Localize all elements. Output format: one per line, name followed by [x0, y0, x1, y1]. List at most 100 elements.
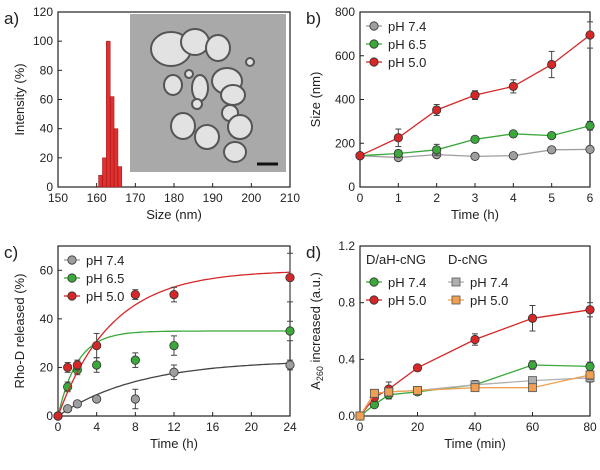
nanoparticle [227, 114, 253, 140]
x-tick-label: 2 [433, 191, 440, 205]
data-point [369, 295, 379, 305]
data-point [527, 313, 538, 323]
data-point [72, 399, 82, 409]
x-tick-label: 170 [125, 191, 145, 205]
data-point [547, 145, 557, 155]
legend-label: pH 7.4 [86, 253, 124, 268]
legend-label: pH 5.0 [388, 55, 426, 70]
nanoparticle [191, 74, 209, 102]
data-point [355, 411, 365, 421]
data-point [413, 386, 422, 395]
data-point [130, 289, 140, 300]
series [355, 21, 595, 161]
data-point [130, 355, 140, 365]
data-point [432, 105, 442, 115]
y-tick-label: 0 [46, 409, 53, 423]
series [53, 359, 295, 421]
legend-label: pH 6.5 [86, 271, 124, 286]
data-point [527, 360, 538, 370]
nanoparticle [205, 34, 231, 62]
nanoparticle [194, 124, 220, 150]
histogram-bar [102, 157, 107, 188]
y-axis-label: Rho-D released (%) [12, 274, 27, 389]
y-tick-label: 60 [40, 263, 54, 277]
nanoparticle [245, 57, 255, 67]
y-tick-label: 40 [40, 122, 54, 136]
x-tick-label: 210 [280, 191, 300, 205]
data-point [585, 361, 595, 372]
data-point [169, 340, 179, 351]
legend-label: pH 5.0 [86, 289, 124, 304]
nanoparticle [220, 84, 246, 106]
data-point [369, 277, 379, 287]
panel-label: a) [4, 9, 19, 28]
x-tick-label: 1 [395, 191, 402, 205]
x-tick-label: 180 [164, 191, 184, 205]
data-point [67, 291, 77, 301]
tem-inset [130, 14, 286, 172]
data-point [470, 334, 480, 345]
x-axis-label: Time (h) [451, 207, 499, 222]
data-point [53, 411, 63, 421]
histogram-bar [98, 175, 103, 188]
series [355, 370, 595, 421]
legend-group-title: D-cNG [448, 252, 488, 267]
data-point [130, 394, 140, 404]
nanoparticle [163, 74, 183, 96]
panel-label: c) [4, 243, 18, 262]
data-point [393, 148, 403, 159]
data-point [470, 151, 480, 161]
legend-label: pH 6.5 [388, 37, 426, 52]
legend-label: pH 7.4 [388, 19, 426, 34]
y-tick-label: 400 [335, 93, 355, 107]
x-tick-label: 0 [55, 420, 62, 434]
x-tick-label: 4 [93, 420, 100, 434]
y-tick-label: 0.0 [338, 409, 355, 423]
y-tick-label: 800 [335, 5, 355, 19]
data-point [508, 81, 518, 91]
panel-b: 0 1 2 3 4 5 6 0 200 400 600 800 Time (h) Size (nm) b) p… [306, 5, 595, 222]
x-tick-label: 5 [548, 191, 555, 205]
data-point [63, 362, 73, 373]
nanoparticle [184, 69, 194, 79]
y-tick-label: 0 [46, 180, 53, 194]
series [355, 302, 595, 421]
data-point [451, 295, 461, 305]
nanoparticle [170, 112, 196, 140]
y-tick-label: 100 [33, 34, 53, 48]
data-point [470, 134, 480, 144]
data-point [92, 360, 102, 370]
x-tick-label: 24 [283, 420, 297, 434]
data-point [169, 367, 179, 377]
data-point [393, 133, 403, 143]
y-tick-label: 200 [335, 136, 355, 150]
data-point [412, 363, 423, 373]
data-point [285, 272, 295, 283]
data-point [67, 273, 77, 283]
y-tick-label: 0 [348, 180, 355, 194]
x-tick-label: 190 [203, 191, 223, 205]
x-tick-label: 6 [587, 191, 594, 205]
y-axis-label-part: increased (a.u.) [308, 272, 323, 366]
histogram-bar [113, 128, 119, 188]
data-point [451, 277, 461, 287]
panel-c: 0 4 8 12 16 20 24 0 20 40 60 Time (h) Rho-D released… [4, 243, 297, 451]
y-axis-label: Intensity (%) [12, 63, 27, 135]
x-tick-label: 3 [472, 191, 479, 205]
legend-label: pH 7.4 [470, 275, 508, 290]
data-point [369, 388, 379, 398]
y-axis-label: Size (nm) [308, 72, 323, 128]
x-tick-label: 200 [241, 191, 261, 205]
x-tick-label: 20 [245, 420, 259, 434]
x-tick-label: 160 [87, 191, 107, 205]
histogram-bar [106, 40, 111, 188]
data-point [92, 340, 102, 351]
data-point [508, 151, 518, 161]
legend-group-title: D/aH-cNG [366, 252, 426, 267]
data-point [528, 383, 537, 393]
x-axis-label: Size (nm) [146, 207, 202, 222]
data-point [285, 326, 295, 336]
x-tick-label: 0 [357, 191, 364, 205]
x-tick-label: 150 [48, 191, 68, 205]
